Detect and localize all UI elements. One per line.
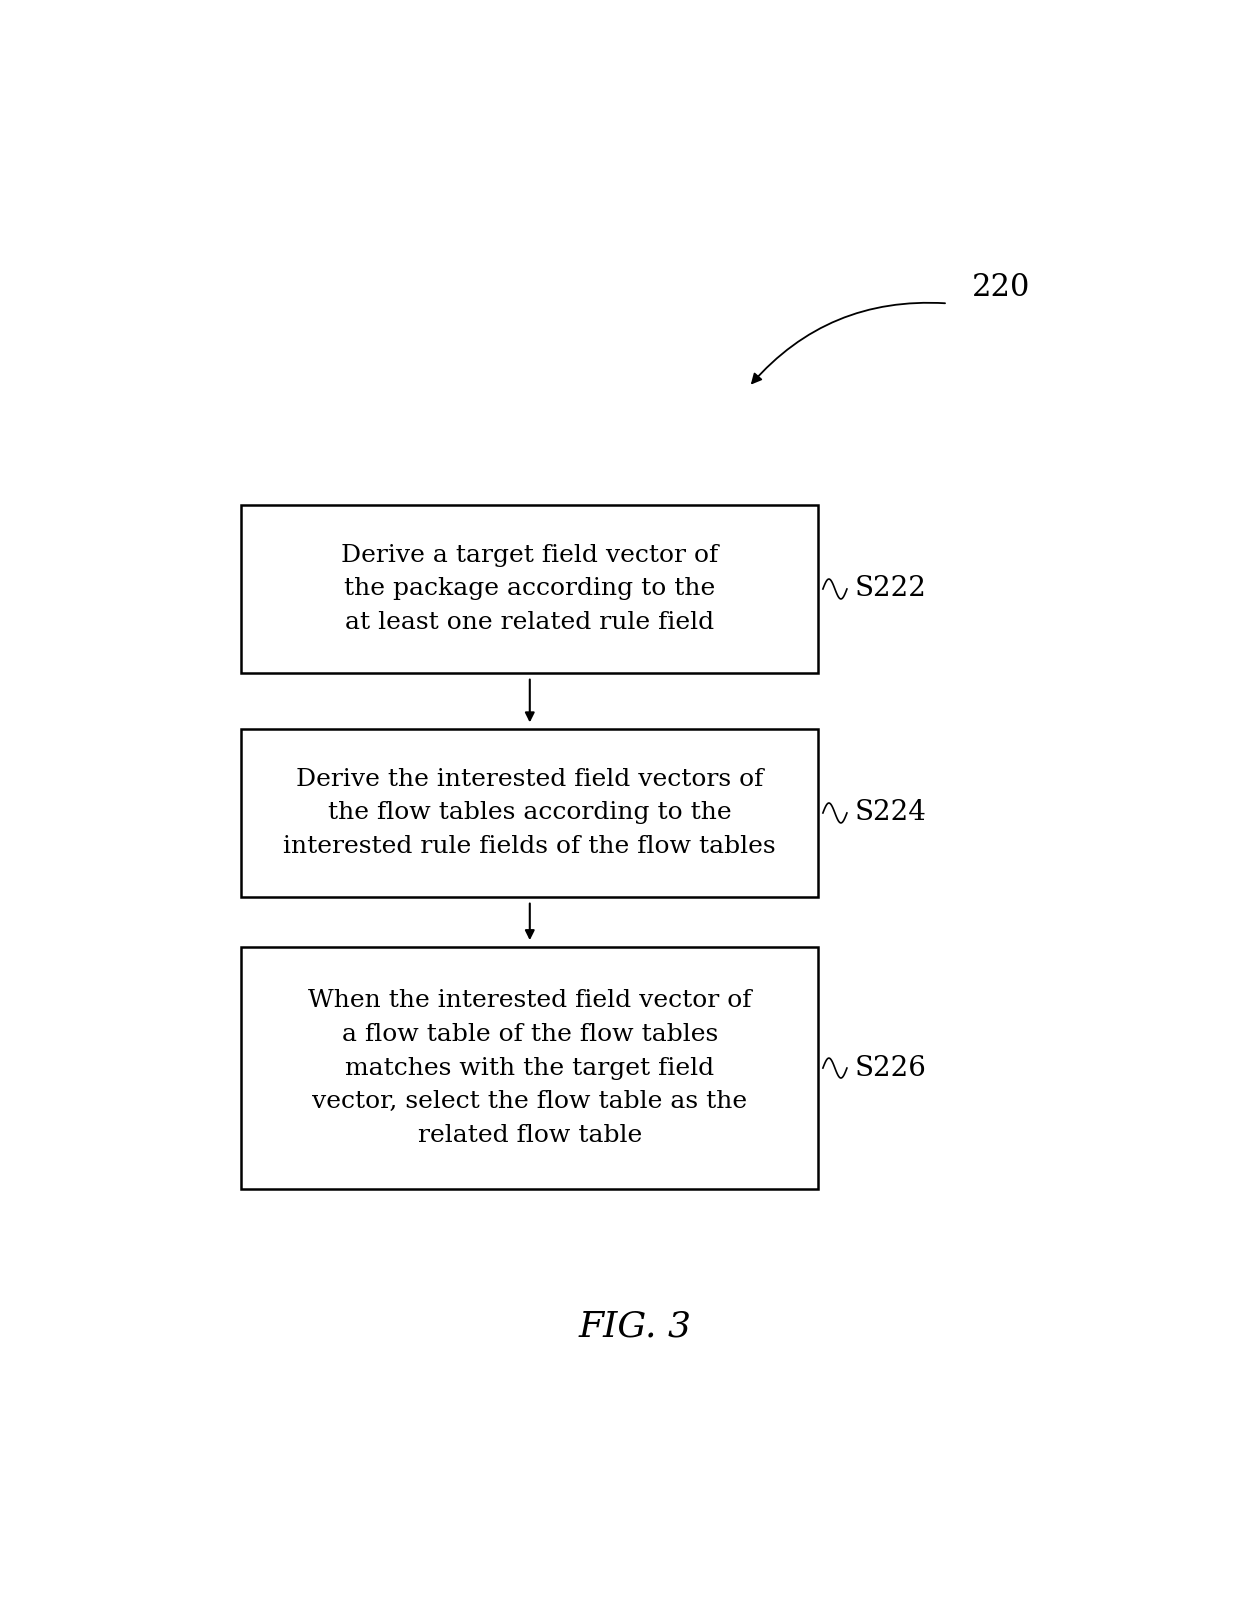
- Text: Derive a target field vector of
the package according to the
at least one relate: Derive a target field vector of the pack…: [341, 543, 718, 635]
- Text: FIG. 3: FIG. 3: [579, 1309, 692, 1343]
- Text: S226: S226: [854, 1055, 926, 1081]
- Bar: [242, 504, 818, 672]
- Text: Derive the interested field vectors of
the flow tables according to the
interest: Derive the interested field vectors of t…: [284, 768, 776, 858]
- Text: S222: S222: [854, 575, 926, 603]
- Text: When the interested field vector of
a flow table of the flow tables
matches with: When the interested field vector of a fl…: [308, 989, 751, 1147]
- Text: S224: S224: [854, 800, 926, 826]
- Text: 220: 220: [972, 271, 1030, 302]
- Bar: [242, 947, 818, 1189]
- Bar: [242, 729, 818, 897]
